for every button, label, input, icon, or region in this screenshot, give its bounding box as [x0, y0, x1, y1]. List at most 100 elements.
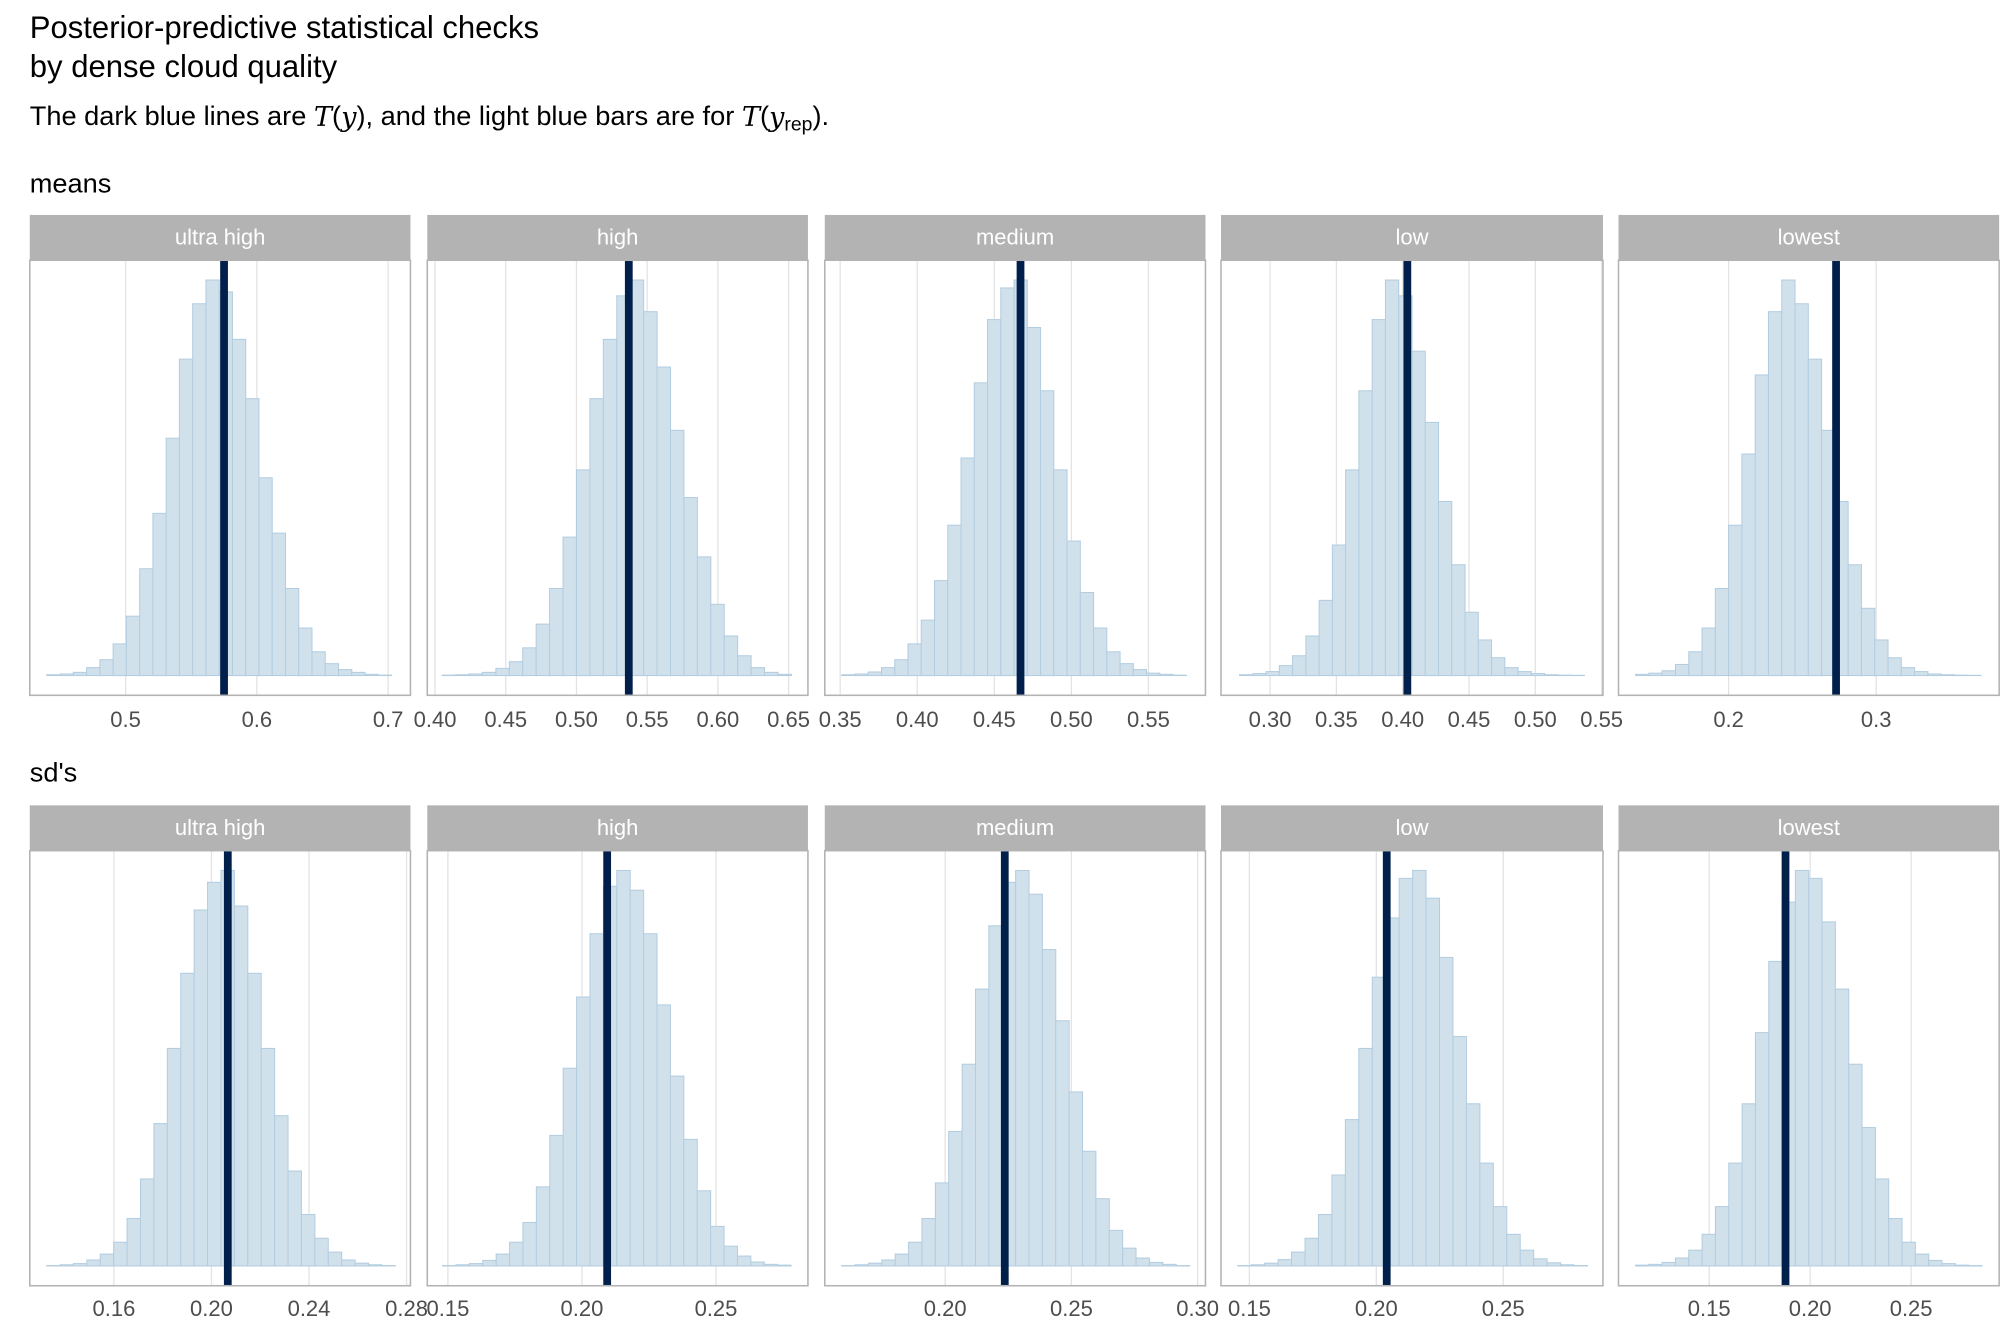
math: T [742, 101, 762, 132]
histogram-bar [1941, 1263, 1956, 1267]
histogram-bar [113, 1241, 128, 1267]
x-tick-label: 0.35 [1315, 707, 1358, 732]
strip [824, 805, 1206, 851]
x-tick-label: 0.50 [555, 707, 598, 732]
x-tick-label: 0.15 [427, 1296, 470, 1321]
histogram-bar [1688, 651, 1703, 677]
histogram-bar [274, 1115, 289, 1267]
histogram-bar [1634, 1264, 1650, 1267]
x-tick-label: 0.2 [1713, 707, 1744, 732]
histogram-bar [482, 1259, 497, 1267]
histogram-bar [165, 437, 180, 677]
histogram-bar [1106, 651, 1121, 677]
histogram-bar [1674, 663, 1690, 677]
x-tick-label: 0.7 [373, 707, 404, 732]
histogram-bar [1661, 1261, 1676, 1267]
histogram-bar [1674, 1257, 1690, 1267]
histogram-bar [1517, 671, 1532, 677]
histogram-bar [1701, 627, 1716, 677]
histogram-bar [1914, 671, 1929, 677]
x-tick-label: 0.6 [242, 707, 273, 732]
x-tick-label: 0.25 [1050, 1296, 1093, 1321]
panel-border [29, 259, 412, 697]
histogram-bar [1781, 279, 1796, 677]
histogram-bar [961, 1063, 977, 1267]
x-tick-label: 0.45 [973, 707, 1016, 732]
math: ( [332, 100, 341, 131]
histogram-bar [1533, 1258, 1548, 1267]
histogram-bar [1888, 1217, 1903, 1267]
histogram-bar [139, 1178, 155, 1267]
histogram-bar [1132, 669, 1148, 677]
histogram-bar [1714, 1206, 1730, 1267]
histogram-bar [298, 627, 313, 677]
histogram-bar [284, 588, 300, 677]
histogram-bar [629, 889, 645, 1267]
histogram-bar [1861, 1127, 1876, 1267]
histogram-bar [1264, 1262, 1279, 1267]
x-tick-label: 0.35 [819, 707, 862, 732]
histogram-bar [1741, 453, 1756, 677]
histogram-bar [86, 1259, 101, 1267]
histogram-bar [867, 1262, 883, 1267]
x-tick-label: 0.55 [626, 707, 669, 732]
histogram-bar [1358, 390, 1373, 677]
histogram-bar [495, 667, 510, 677]
histogram-bar [683, 1138, 698, 1267]
histogram-bar [973, 382, 989, 677]
histogram-bar [1848, 1063, 1863, 1267]
histogram-bar [1927, 673, 1942, 677]
histogram-bar [1066, 540, 1081, 677]
histogram-bar [1464, 611, 1479, 677]
histogram-bar [192, 303, 207, 677]
histogram-bar [231, 338, 247, 677]
histogram-bar [245, 398, 260, 677]
histogram-bar [736, 1255, 752, 1267]
panel-border [1617, 849, 2000, 1287]
histogram-bar [656, 366, 672, 677]
subtitle-text: , and the light blue bars are for [366, 100, 742, 131]
histogram-bar [1648, 1263, 1663, 1267]
histogram-bar [920, 619, 936, 677]
histogram-bar [643, 311, 658, 677]
histogram-bar [1834, 988, 1850, 1267]
histogram-bar [750, 1261, 765, 1267]
histogram-bar [777, 1264, 792, 1267]
histogram-bar [1560, 1264, 1575, 1267]
x-tick-label: 0.40 [414, 707, 457, 732]
panel-border [426, 259, 809, 697]
histogram-bar [247, 972, 262, 1267]
strip-label: ultra high [175, 815, 266, 840]
section-label: sd's [30, 756, 78, 787]
panel-border [1617, 259, 2000, 697]
subtitle-text: . [822, 100, 830, 131]
histogram-bar [1661, 670, 1676, 677]
histogram-bar [1053, 469, 1068, 677]
histogram-bar [696, 1190, 712, 1267]
histogram-bar [1794, 869, 1810, 1267]
histogram-bar [86, 667, 101, 677]
x-tick-label: 0.3 [1861, 707, 1892, 732]
histogram-bar [1465, 1103, 1481, 1267]
histogram-bar [1015, 869, 1030, 1267]
histogram-bar [99, 1253, 115, 1267]
histogram-bar [1928, 1259, 1943, 1267]
histogram-bar [522, 1221, 537, 1267]
histogram-bar [1317, 1214, 1333, 1267]
histogram-bar [311, 651, 326, 677]
histogram-bar [710, 1225, 725, 1267]
histogram-bar [535, 1186, 551, 1267]
x-tick-label: 0.24 [288, 1296, 331, 1321]
histogram-bar [1148, 1261, 1164, 1267]
histogram-bar [1358, 1047, 1373, 1267]
histogram-bar [112, 643, 127, 677]
histogram-bar [933, 580, 949, 677]
histogram-bar [988, 925, 1003, 1267]
histogram-bar [602, 338, 618, 677]
histogram-bar [1026, 326, 1042, 677]
histogram-bar [354, 1262, 370, 1267]
histogram-bar [152, 512, 167, 677]
histogram-bar [324, 663, 340, 677]
histogram-bar [72, 1263, 88, 1267]
histogram-bar [1122, 1247, 1137, 1267]
